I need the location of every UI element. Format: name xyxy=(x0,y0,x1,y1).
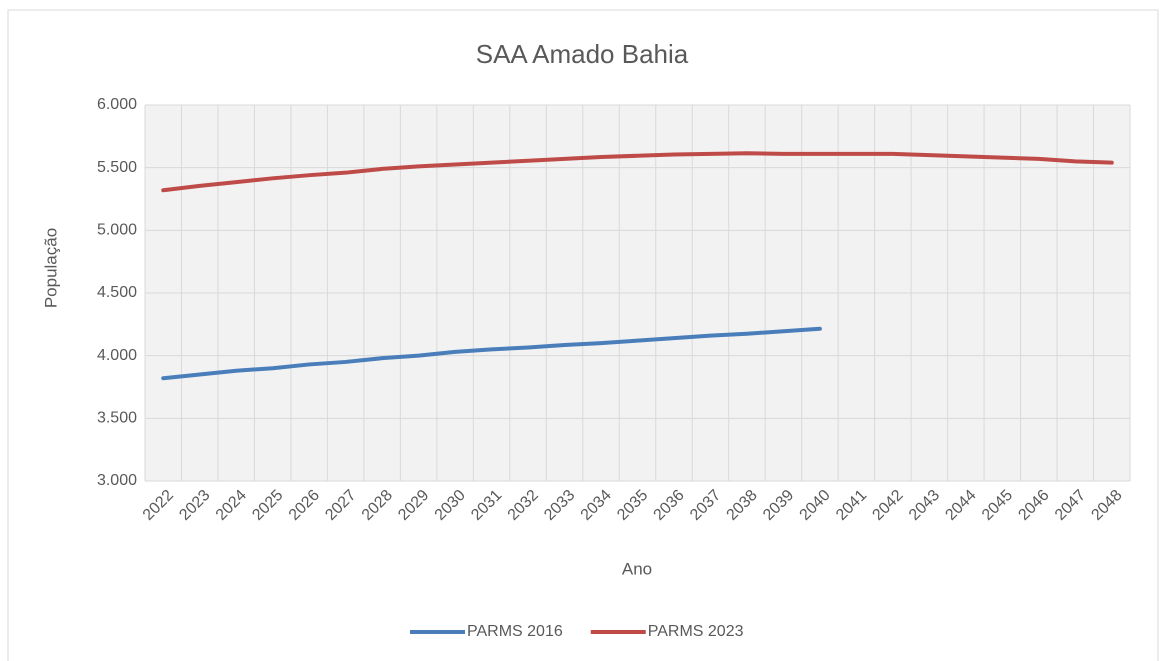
y-tick-label: 4.000 xyxy=(97,347,137,364)
y-tick-label: 5.000 xyxy=(97,222,137,239)
chart-title: SAA Amado Bahia xyxy=(476,39,689,69)
x-axis-title: Ano xyxy=(622,559,652,578)
y-tick-label: 4.500 xyxy=(97,284,137,301)
legend-label: PARMS 2023 xyxy=(648,623,744,640)
y-tick-label: 3.000 xyxy=(97,472,137,489)
y-tick-label: 6.000 xyxy=(97,96,137,113)
y-axis-title: População xyxy=(41,228,60,308)
line-series xyxy=(161,326,822,381)
y-tick-label: 5.500 xyxy=(97,159,137,176)
y-tick-label: 3.500 xyxy=(97,410,137,427)
line-series xyxy=(161,151,1114,193)
legend-label: PARMS 2016 xyxy=(467,623,563,640)
